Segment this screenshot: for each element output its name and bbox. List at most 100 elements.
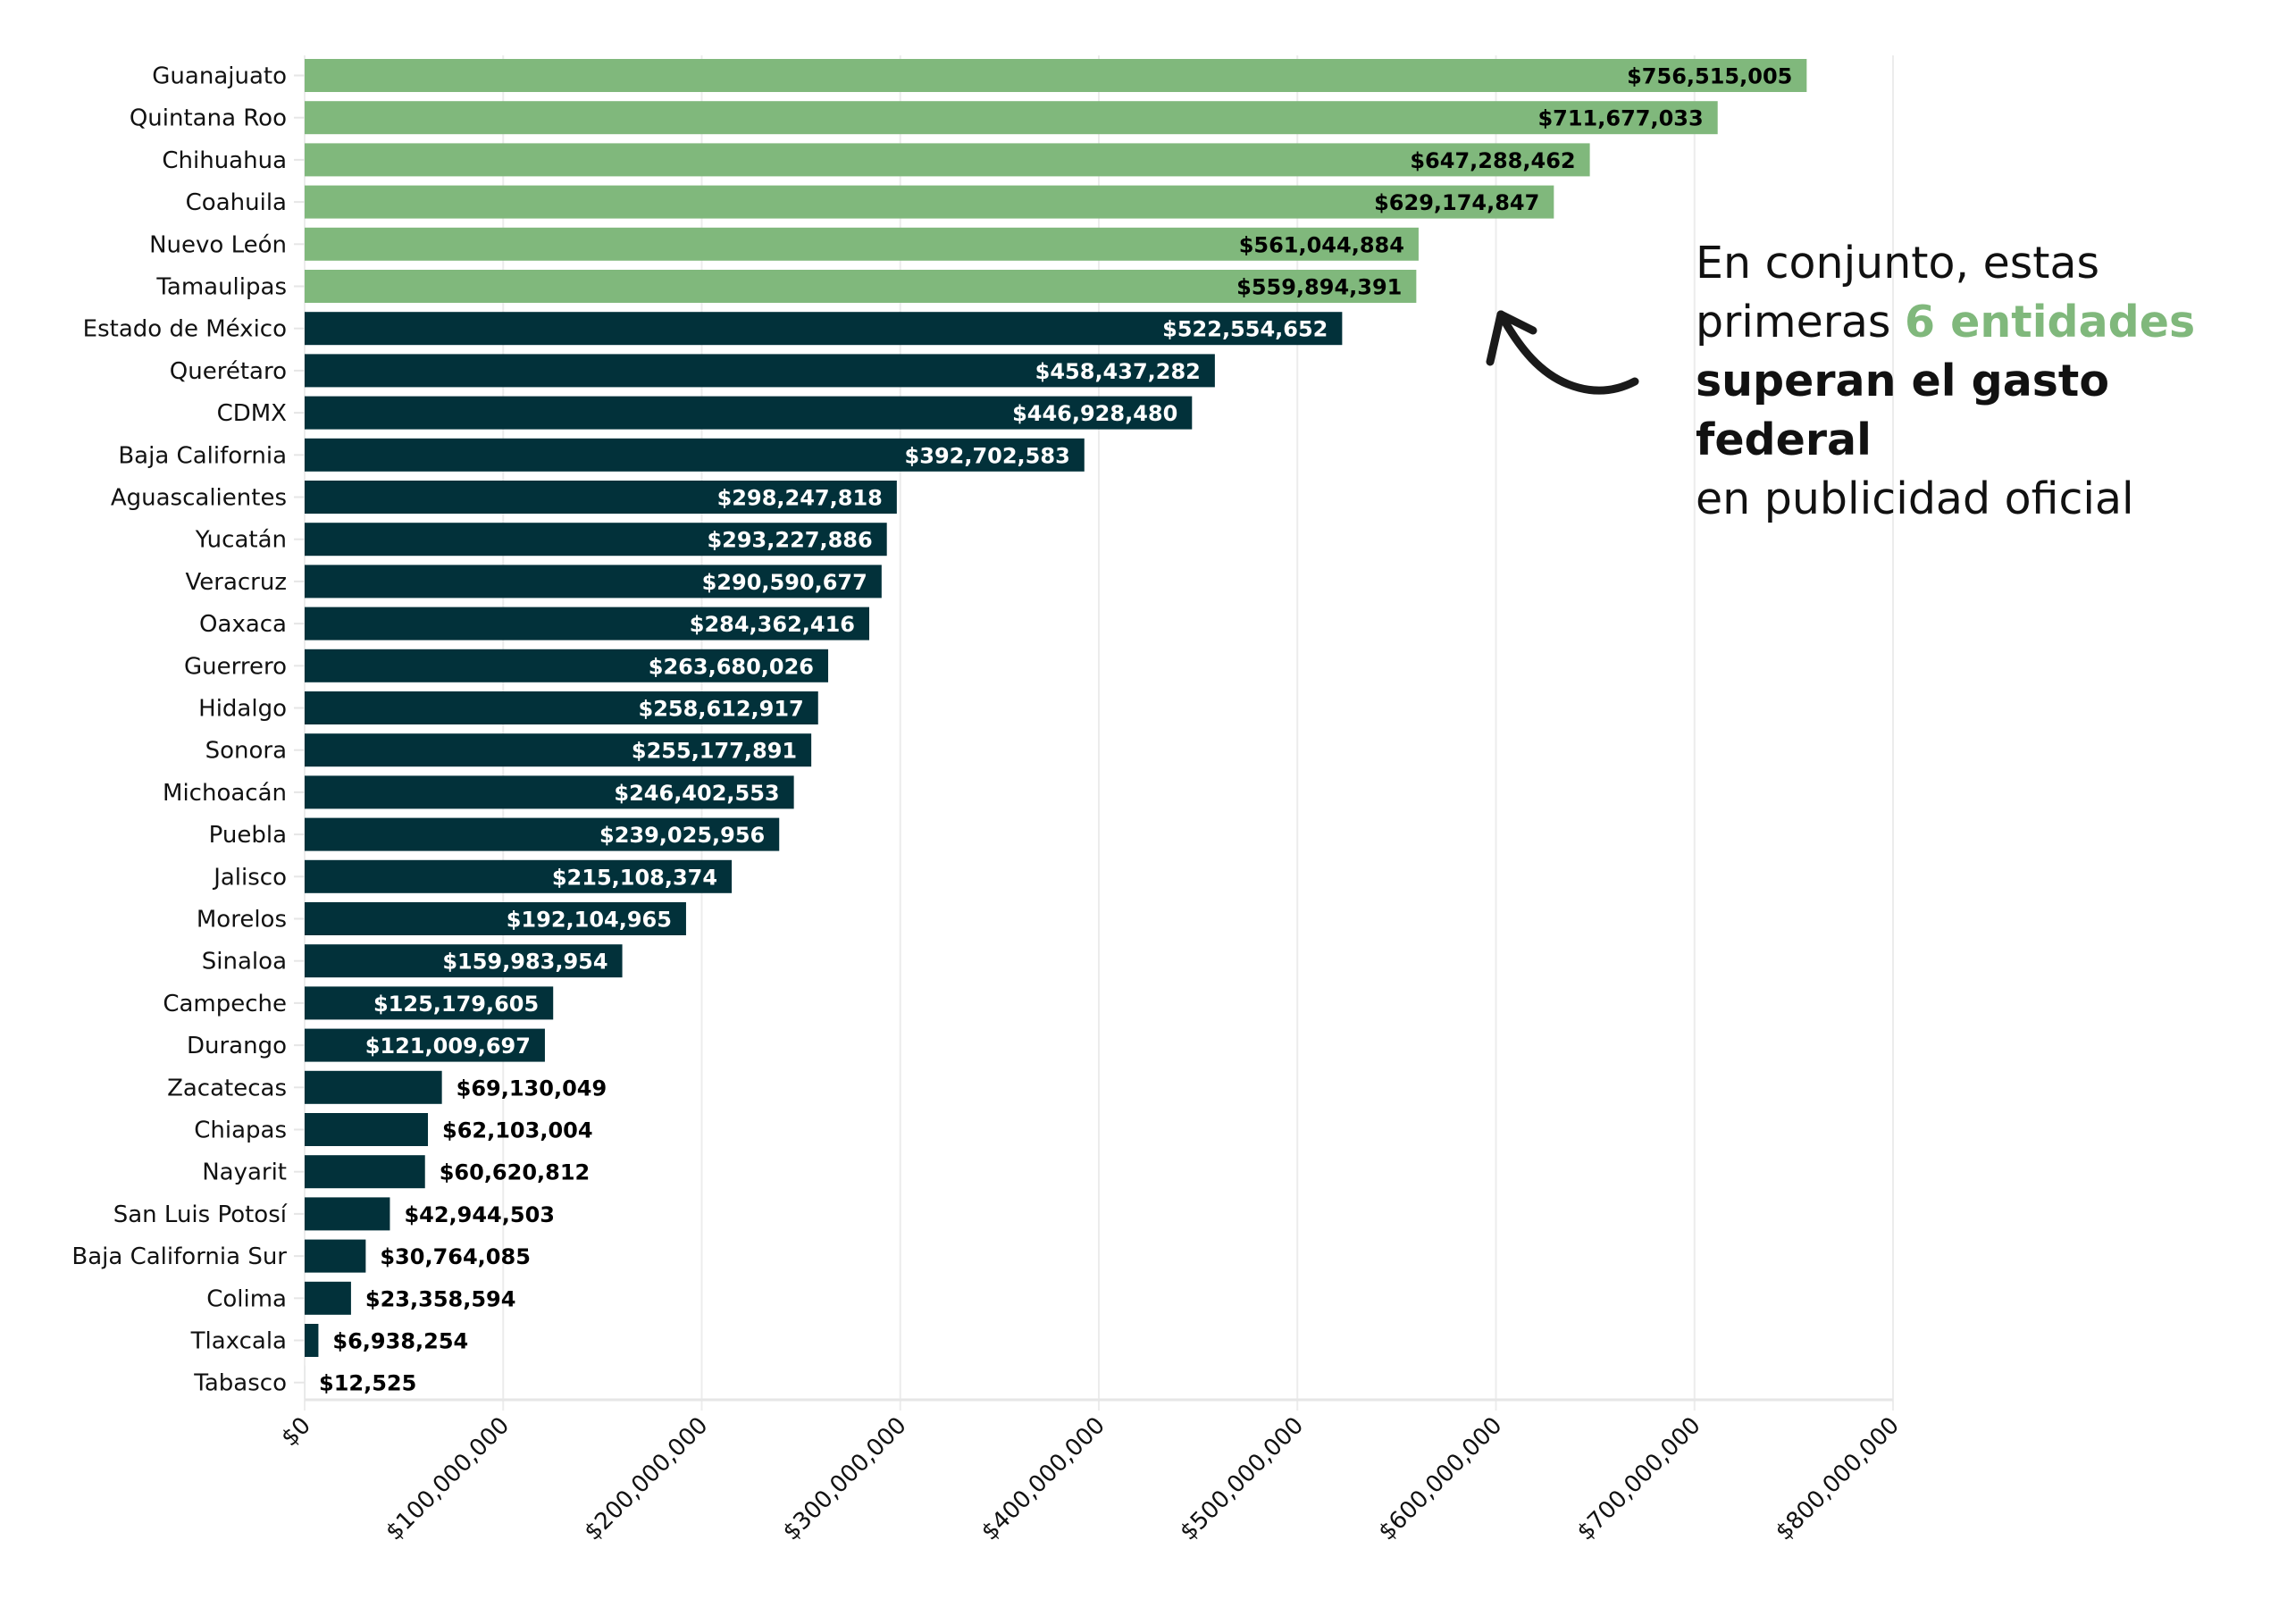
bar [305,1113,429,1146]
value-label: $290,590,677 [702,570,867,595]
bar [305,1324,319,1357]
bar [305,1028,545,1062]
category-label: Tamaulipas [155,274,287,301]
value-label: $60,620,812 [440,1160,591,1185]
category-label: Hidalgo [198,696,287,723]
value-label: $69,130,049 [457,1076,607,1101]
value-label: $561,044,884 [1239,232,1404,257]
category-label: Oaxaca [199,611,287,638]
category-label: Veracruz [186,569,288,596]
value-label: $392,702,583 [905,443,1070,468]
category-label: Sinaloa [202,949,287,975]
annotation-line-1: En conjunto, estas [1696,238,2100,289]
x-tick-label: $0 [276,1412,316,1452]
category-label: Nayarit [202,1159,287,1186]
value-label: $458,437,282 [1035,359,1201,384]
category-label: Tlaxcala [190,1328,287,1355]
value-label: $215,108,374 [552,865,717,890]
category-label: Colima [206,1285,287,1312]
bar [305,565,882,599]
value-label: $629,174,847 [1374,190,1539,215]
category-label: Nuevo León [149,231,287,258]
category-label: Guerrero [184,653,287,680]
category-label: Puebla [209,822,287,849]
bar [305,944,623,978]
category-label: Morelos [197,907,287,933]
bar [305,101,1718,135]
category-label: Michoacán [163,780,287,807]
value-label: $756,515,005 [1627,64,1792,89]
bar [305,481,897,514]
annotation: En conjunto, estas primeras 6 entidades … [1696,234,2267,529]
annotation-line-3: superan el gasto federal [1696,356,2110,465]
category-label: Sonora [205,738,287,765]
x-tick-label: $400,000,000 [976,1412,1110,1546]
bar [305,312,1343,346]
bar [305,649,829,682]
value-label: $192,104,965 [507,908,672,933]
bar [305,227,1419,261]
category-label: Guanajuato [152,63,287,90]
bars [305,59,1807,1400]
x-tick-label: $200,000,000 [580,1412,714,1546]
category-label: Yucatán [195,527,287,554]
category-label: Jalisco [212,864,287,891]
value-label: $23,358,594 [365,1286,516,1311]
value-label: $121,009,697 [365,1034,531,1059]
x-tick-label: $100,000,000 [381,1412,515,1546]
category-label: Zacatecas [167,1075,287,1101]
value-labels: $756,515,005 $711,677,033 $647,288,462 $629… [319,64,1792,1396]
bar [305,438,1085,472]
value-label: $293,227,886 [707,528,872,553]
value-label: $159,983,954 [442,950,607,975]
value-label: $284,362,416 [690,612,855,637]
category-label: Quintana Roo [130,105,287,132]
bar [305,1155,425,1189]
bar [305,986,554,1020]
bar [305,775,794,809]
bar [305,902,686,935]
category-label: Baja California [118,442,287,469]
bar [305,1197,390,1231]
value-label: $647,288,462 [1410,148,1575,173]
bar [305,859,733,893]
bar [305,185,1554,219]
category-labels: Guanajuato Quintana Roo Chihuahua Coahuila N… [71,63,287,1397]
bar [305,1239,366,1273]
category-label: Tabasco [193,1370,287,1397]
category-label: Campeche [163,991,287,1017]
bar [305,270,1417,303]
value-label: $522,554,652 [1162,317,1328,342]
category-label: San Luis Potosí [113,1201,288,1228]
bar [305,1281,351,1315]
value-label: $298,247,818 [717,486,883,511]
category-label: CDMX [217,400,287,427]
bar [305,396,1193,430]
category-label: Chihuahua [162,147,287,174]
annotation-line-2: primeras 6 entidades [1696,293,2267,352]
value-label: $559,894,391 [1236,275,1402,300]
x-tick-label: $300,000,000 [778,1412,912,1546]
value-label: $446,928,480 [1012,401,1177,426]
curved-arrow-icon [1486,310,1639,395]
annotation-line-4: en publicidad oficial [1696,473,2134,524]
value-label: $258,612,917 [639,697,804,722]
category-label: Aguascalientes [111,485,287,512]
bar [305,1070,442,1104]
value-label: $246,402,553 [614,781,779,806]
value-label: $42,944,503 [404,1202,555,1227]
value-label: $12,525 [319,1371,416,1396]
category-label: Estado de México [83,316,287,343]
bar [305,691,818,724]
value-label: $255,177,891 [632,739,797,764]
category-label: Durango [187,1033,287,1059]
category-label: Coahuila [186,189,287,216]
value-label: $239,025,956 [599,823,765,848]
value-label: $30,764,085 [380,1244,531,1269]
bar [305,59,1807,92]
value-label: $263,680,026 [649,654,814,679]
bar [305,817,780,851]
bar [305,733,812,767]
x-tick-label: $700,000,000 [1572,1412,1706,1546]
bar [305,143,1590,177]
